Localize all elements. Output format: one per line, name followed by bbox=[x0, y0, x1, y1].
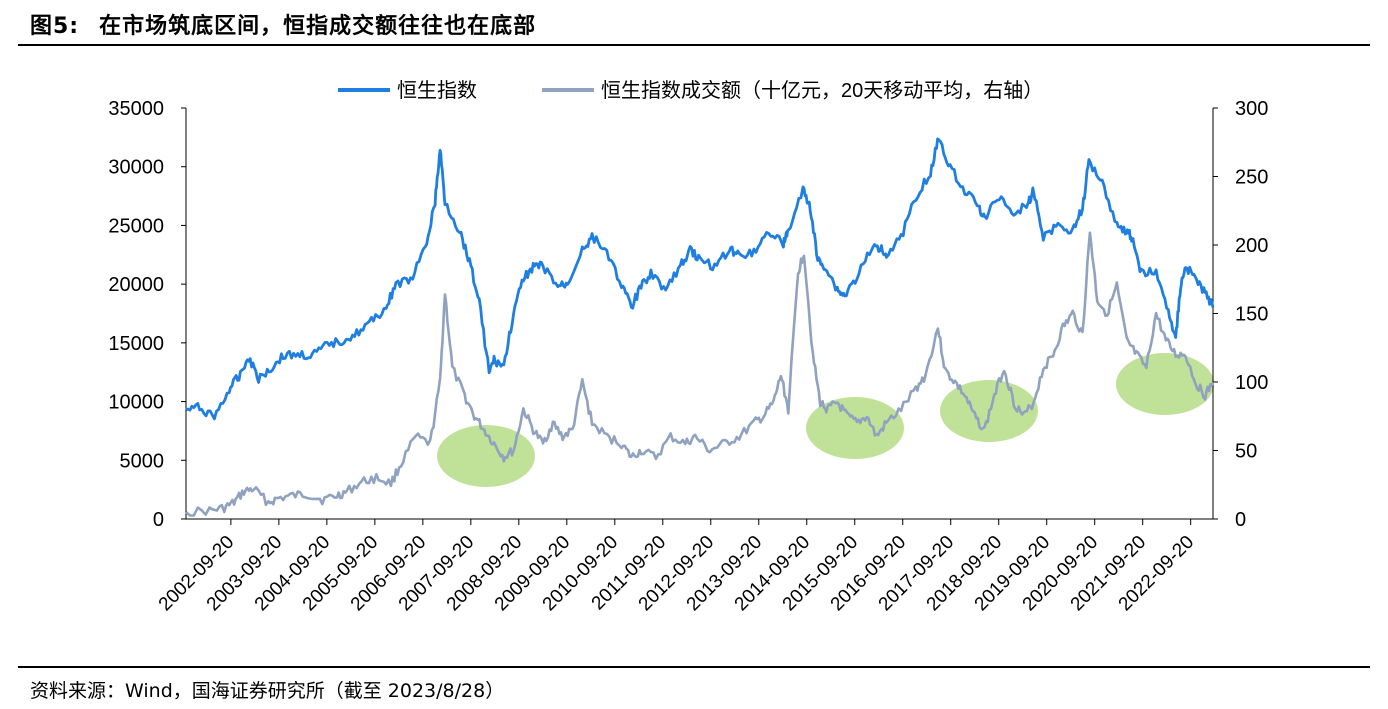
left-tick-label: 10000 bbox=[108, 392, 164, 414]
left-tick-label: 30000 bbox=[108, 157, 164, 179]
left-tick-label: 25000 bbox=[108, 215, 164, 237]
left-tick-label: 20000 bbox=[108, 274, 164, 296]
highlight-ellipse-2 bbox=[806, 397, 904, 459]
legend-label-hsi: 恒生指数 bbox=[397, 79, 477, 102]
source-note: 资料来源：Wind，国海证券研究所（截至 2023/8/28） bbox=[30, 680, 505, 702]
hsi-line bbox=[185, 137, 1215, 421]
right-tick-label: 250 bbox=[1235, 167, 1268, 189]
right-tick-label: 150 bbox=[1235, 304, 1268, 326]
left-tick-label: 0 bbox=[153, 509, 164, 531]
left-tick-label: 15000 bbox=[108, 333, 164, 355]
left-tick-label: 35000 bbox=[108, 98, 164, 120]
footer-rule bbox=[18, 666, 1370, 668]
left-tick-label: 5000 bbox=[120, 450, 165, 472]
right-tick-label: 100 bbox=[1235, 372, 1268, 394]
figure-title: 图5: 在市场筑底区间，恒指成交额往往也在底部 bbox=[30, 8, 536, 40]
figure-number: 图5: bbox=[30, 14, 80, 39]
turnover-line bbox=[185, 231, 1215, 517]
title-rule bbox=[18, 44, 1370, 46]
right-tick-label: 50 bbox=[1235, 441, 1257, 463]
right-tick-label: 300 bbox=[1235, 98, 1268, 120]
legend-label-turnover: 恒生指数成交额（十亿元，20天移动平均，右轴） bbox=[601, 79, 1043, 102]
right-tick-label: 0 bbox=[1235, 509, 1246, 531]
right-tick-label: 200 bbox=[1235, 235, 1268, 257]
highlight-ellipse-1 bbox=[437, 425, 535, 487]
figure-title-text: 在市场筑底区间，恒指成交额往往也在底部 bbox=[99, 14, 537, 39]
